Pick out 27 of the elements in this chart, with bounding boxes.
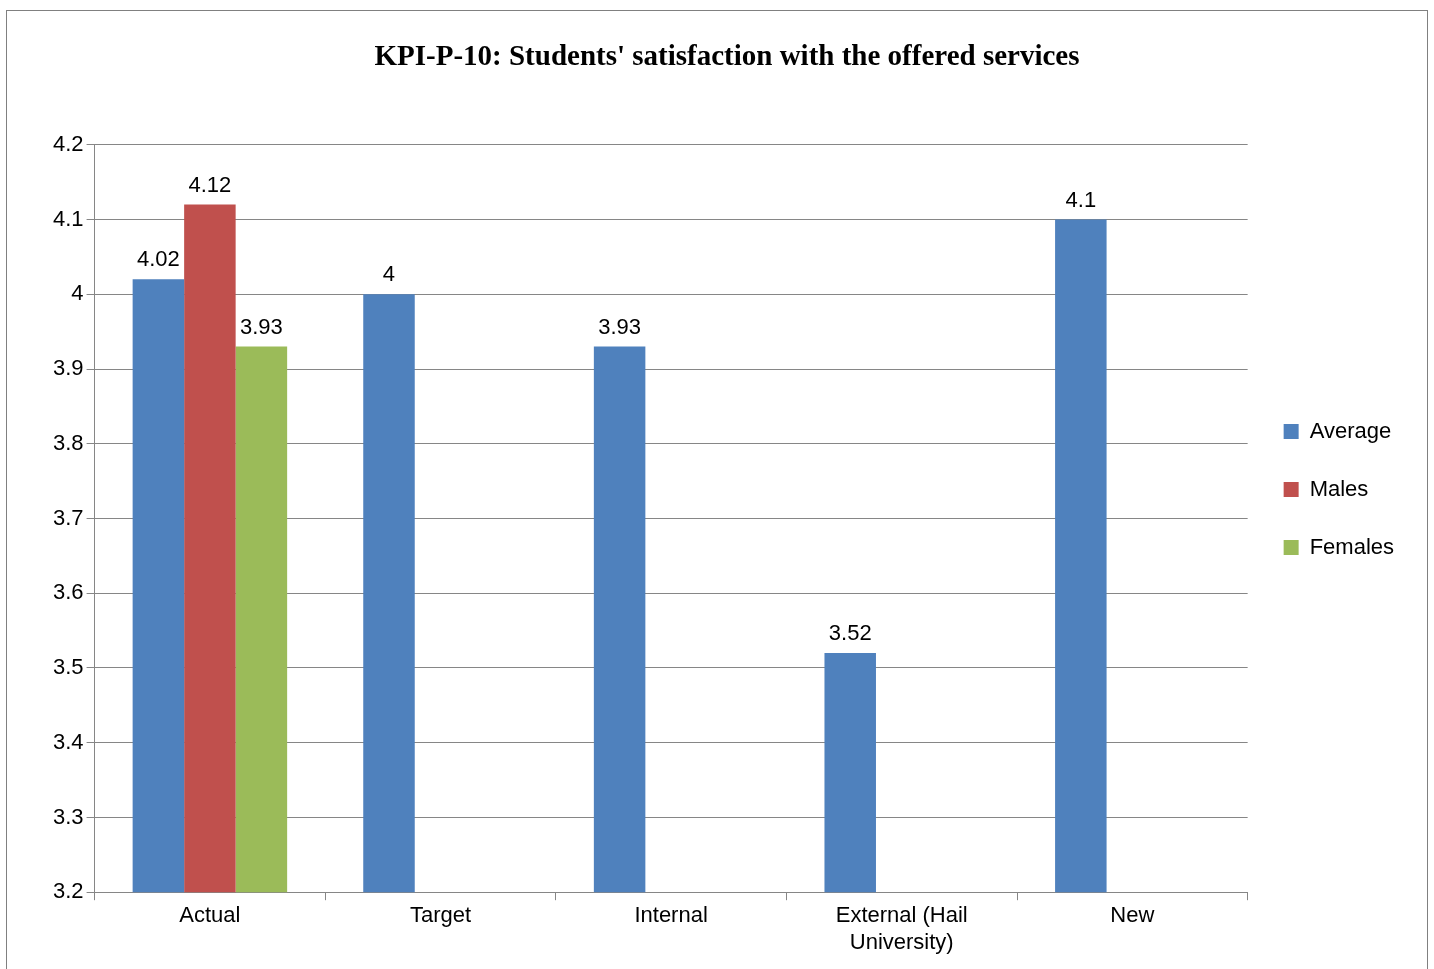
y-tick-label: 3.3 [52, 803, 84, 829]
data-label: 3.93 [598, 313, 642, 339]
data-label: 4 [382, 261, 396, 287]
x-tick-label: External (Hail University) [835, 902, 968, 954]
data-label: 4.12 [188, 171, 232, 197]
legend-label: Average [1309, 417, 1392, 443]
legend-label: Males [1309, 475, 1369, 501]
x-tick-label: Actual [179, 902, 241, 928]
legend-label: Females [1309, 533, 1394, 559]
y-tick-label: 3.5 [52, 654, 84, 680]
y-tick-label: 3.2 [52, 878, 84, 904]
y-tick-label: 3.4 [52, 728, 84, 754]
y-tick-label: 4.1 [52, 205, 84, 231]
chart-title: KPI-P-10: Students' satisfaction with the offered services [374, 38, 1080, 71]
y-tick-label: 3.7 [52, 504, 84, 530]
y-tick-label: 3.6 [52, 579, 84, 605]
y-tick-label: 4.2 [52, 130, 84, 156]
data-label: 4.02 [136, 246, 180, 272]
y-tick-label: 4 [71, 280, 84, 306]
y-tick-label: 3.9 [52, 355, 84, 381]
data-label: 3.52 [828, 620, 872, 646]
data-label: 3.93 [239, 313, 283, 339]
x-tick-label: New [1110, 902, 1155, 928]
y-tick-label: 3.8 [52, 429, 84, 455]
x-tick-label: Target [409, 902, 472, 928]
data-label: 4.1 [1065, 186, 1097, 212]
x-tick-label: Internal [634, 902, 708, 928]
